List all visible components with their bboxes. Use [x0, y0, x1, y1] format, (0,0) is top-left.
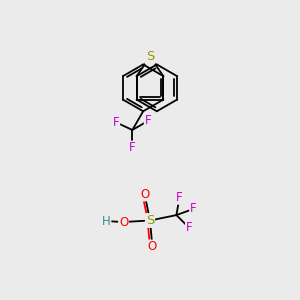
Text: F: F [176, 191, 183, 204]
Text: F: F [190, 202, 196, 215]
Text: O: O [148, 240, 157, 254]
Text: O: O [119, 215, 128, 229]
Text: S: S [146, 214, 154, 227]
Text: F: F [145, 115, 151, 128]
Text: F: F [113, 116, 119, 129]
Text: H: H [102, 214, 111, 228]
Text: F: F [186, 221, 192, 234]
Text: O: O [140, 188, 149, 201]
Text: F: F [129, 142, 136, 154]
Text: S: S [146, 50, 154, 64]
